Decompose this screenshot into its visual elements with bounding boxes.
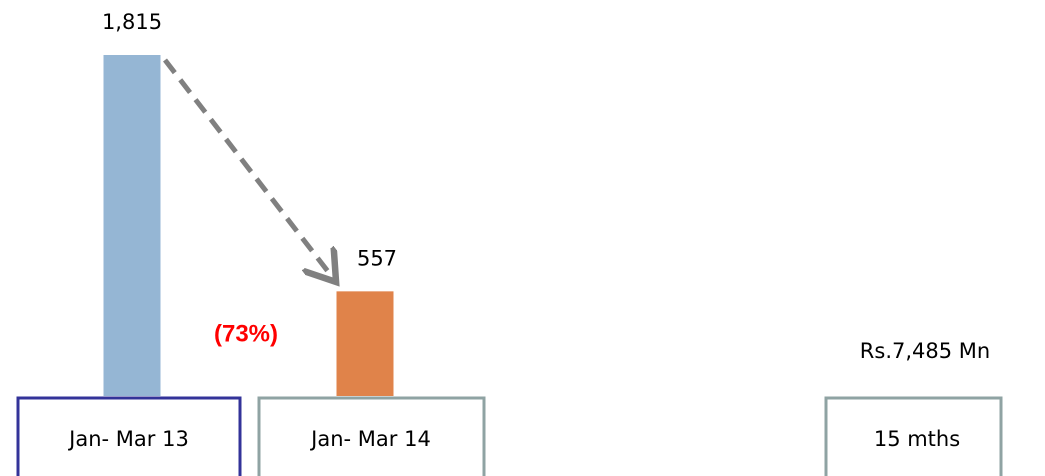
category-label: Jan- Mar 14	[309, 427, 431, 451]
value-label: 1,815	[102, 10, 162, 34]
category-box	[16, 396, 242, 476]
bar	[103, 55, 161, 396]
change-label: (73%)	[214, 320, 278, 347]
change-arrow	[163, 58, 333, 278]
category-box	[257, 396, 486, 476]
total-label: Rs.7,485 Mn	[860, 339, 990, 363]
bar	[336, 291, 394, 396]
period-label: 15 mths	[874, 427, 960, 451]
category-label: Jan- Mar 13	[67, 427, 189, 451]
period-box	[824, 396, 1003, 476]
value-label: 557	[357, 246, 397, 270]
